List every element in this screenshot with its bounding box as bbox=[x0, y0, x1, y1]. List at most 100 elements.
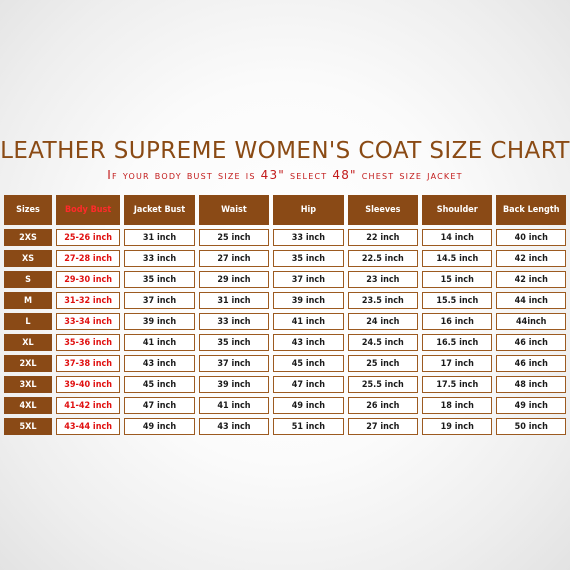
shoulder-cell: 16 inch bbox=[422, 313, 493, 330]
table-row: 2XL 37-38 inch 43 inch 37 inch 45 inch 25 inc… bbox=[4, 355, 566, 372]
hip-cell: 35 inch bbox=[273, 250, 344, 267]
hip-cell: 33 inch bbox=[273, 229, 344, 246]
size-cell: 2XS bbox=[4, 229, 52, 246]
hip-cell: 39 inch bbox=[273, 292, 344, 309]
sleeves-cell: 24.5 inch bbox=[347, 334, 419, 351]
shoulder-cell: 17 inch bbox=[422, 355, 493, 372]
sleeves-cell: 24 inch bbox=[347, 313, 419, 330]
hip-cell: 45 inch bbox=[273, 355, 344, 372]
shoulder-cell: 19 inch bbox=[422, 418, 493, 435]
waist-cell: 37 inch bbox=[198, 355, 270, 372]
back-length-cell: 44inch bbox=[496, 313, 566, 330]
hip-cell: 47 inch bbox=[273, 376, 344, 393]
jacket-bust-cell: 35 inch bbox=[124, 271, 195, 288]
jacket-bust-cell: 39 inch bbox=[124, 313, 195, 330]
shoulder-cell: 14.5 inch bbox=[422, 250, 493, 267]
size-cell: XL bbox=[4, 334, 52, 351]
jacket-bust-cell: 41 inch bbox=[124, 334, 195, 351]
sleeves-cell: 26 inch bbox=[347, 397, 419, 414]
jacket-bust-cell: 37 inch bbox=[124, 292, 195, 309]
shoulder-cell: 14 inch bbox=[422, 229, 493, 246]
table-row: XS 27-28 inch 33 inch 27 inch 35 inch 22.5 in… bbox=[4, 250, 566, 267]
waist-cell: 31 inch bbox=[198, 292, 270, 309]
waist-cell: 39 inch bbox=[198, 376, 270, 393]
back-length-cell: 40 inch bbox=[496, 229, 566, 246]
waist-cell: 27 inch bbox=[198, 250, 270, 267]
jacket-bust-cell: 43 inch bbox=[124, 355, 195, 372]
sleeves-cell: 25.5 inch bbox=[347, 376, 419, 393]
jacket-bust-cell: 45 inch bbox=[124, 376, 195, 393]
table-row: S 29-30 inch 35 inch 29 inch 37 inch 23 inch 1… bbox=[4, 271, 566, 288]
header-shoulder: Shoulder bbox=[422, 195, 493, 225]
shoulder-cell: 15 inch bbox=[422, 271, 493, 288]
table-row: 3XL 39-40 inch 45 inch 39 inch 47 inch 25.5 i… bbox=[4, 376, 566, 393]
size-cell: 2XL bbox=[4, 355, 52, 372]
waist-cell: 41 inch bbox=[198, 397, 270, 414]
back-length-cell: 44 inch bbox=[496, 292, 566, 309]
header-sleeves: Sleeves bbox=[347, 195, 419, 225]
table-row: 4XL 41-42 inch 47 inch 41 inch 49 inch 26 inc… bbox=[4, 397, 566, 414]
jacket-bust-cell: 33 inch bbox=[124, 250, 195, 267]
table-row: 2XS 25-26 inch 31 inch 25 inch 33 inch 22 inc… bbox=[4, 229, 566, 246]
shoulder-cell: 18 inch bbox=[422, 397, 493, 414]
sleeves-cell: 23.5 inch bbox=[347, 292, 419, 309]
sleeves-cell: 22 inch bbox=[347, 229, 419, 246]
back-length-cell: 48 inch bbox=[496, 376, 566, 393]
sleeves-cell: 22.5 inch bbox=[347, 250, 419, 267]
table-row: XL 35-36 inch 41 inch 35 inch 43 inch 24.5 in… bbox=[4, 334, 566, 351]
header-sizes: Sizes bbox=[4, 195, 52, 225]
sleeves-cell: 27 inch bbox=[347, 418, 419, 435]
header-jacket-bust: Jacket Bust bbox=[124, 195, 195, 225]
table-row: 5XL 43-44 inch 49 inch 43 inch 51 inch 27 inc… bbox=[4, 418, 566, 435]
body-bust-cell: 43-44 inch bbox=[55, 418, 121, 435]
size-cell: 3XL bbox=[4, 376, 52, 393]
table-body: 2XS 25-26 inch 31 inch 25 inch 33 inch 22 inc… bbox=[4, 229, 566, 435]
hip-cell: 43 inch bbox=[273, 334, 344, 351]
header-body-bust: Body Bust bbox=[55, 195, 121, 225]
waist-cell: 25 inch bbox=[198, 229, 270, 246]
body-bust-cell: 39-40 inch bbox=[55, 376, 121, 393]
back-length-cell: 46 inch bbox=[496, 355, 566, 372]
header-waist: Waist bbox=[198, 195, 270, 225]
back-length-cell: 46 inch bbox=[496, 334, 566, 351]
body-bust-cell: 33-34 inch bbox=[55, 313, 121, 330]
size-cell: XS bbox=[4, 250, 52, 267]
size-cell: 4XL bbox=[4, 397, 52, 414]
body-bust-cell: 41-42 inch bbox=[55, 397, 121, 414]
back-length-cell: 42 inch bbox=[496, 271, 566, 288]
size-cell: L bbox=[4, 313, 52, 330]
header-back-length: Back Length bbox=[496, 195, 566, 225]
chart-title: LEATHER SUPREME WOMEN'S COAT SIZE CHART bbox=[0, 138, 570, 164]
waist-cell: 43 inch bbox=[198, 418, 270, 435]
back-length-cell: 49 inch bbox=[496, 397, 566, 414]
waist-cell: 29 inch bbox=[198, 271, 270, 288]
jacket-bust-cell: 49 inch bbox=[124, 418, 195, 435]
shoulder-cell: 16.5 inch bbox=[422, 334, 493, 351]
body-bust-cell: 29-30 inch bbox=[55, 271, 121, 288]
table-row: M 31-32 inch 37 inch 31 inch 39 inch 23.5 inc… bbox=[4, 292, 566, 309]
hip-cell: 41 inch bbox=[273, 313, 344, 330]
waist-cell: 33 inch bbox=[198, 313, 270, 330]
hip-cell: 37 inch bbox=[273, 271, 344, 288]
body-bust-cell: 27-28 inch bbox=[55, 250, 121, 267]
hip-cell: 49 inch bbox=[273, 397, 344, 414]
header-row: Sizes Body Bust Jacket Bust Waist Hip Sl… bbox=[4, 195, 566, 225]
table-row: L 33-34 inch 39 inch 33 inch 41 inch 24 inch 1… bbox=[4, 313, 566, 330]
chart-subtitle: If your body bust size is 43" select 48"… bbox=[107, 168, 463, 182]
size-cell: M bbox=[4, 292, 52, 309]
jacket-bust-cell: 47 inch bbox=[124, 397, 195, 414]
body-bust-cell: 31-32 inch bbox=[55, 292, 121, 309]
back-length-cell: 42 inch bbox=[496, 250, 566, 267]
size-table: Sizes Body Bust Jacket Bust Waist Hip Sl… bbox=[0, 191, 570, 439]
shoulder-cell: 17.5 inch bbox=[422, 376, 493, 393]
sleeves-cell: 25 inch bbox=[347, 355, 419, 372]
body-bust-cell: 35-36 inch bbox=[55, 334, 121, 351]
header-hip: Hip bbox=[273, 195, 344, 225]
sleeves-cell: 23 inch bbox=[347, 271, 419, 288]
size-cell: 5XL bbox=[4, 418, 52, 435]
back-length-cell: 50 inch bbox=[496, 418, 566, 435]
waist-cell: 35 inch bbox=[198, 334, 270, 351]
body-bust-cell: 25-26 inch bbox=[55, 229, 121, 246]
jacket-bust-cell: 31 inch bbox=[124, 229, 195, 246]
